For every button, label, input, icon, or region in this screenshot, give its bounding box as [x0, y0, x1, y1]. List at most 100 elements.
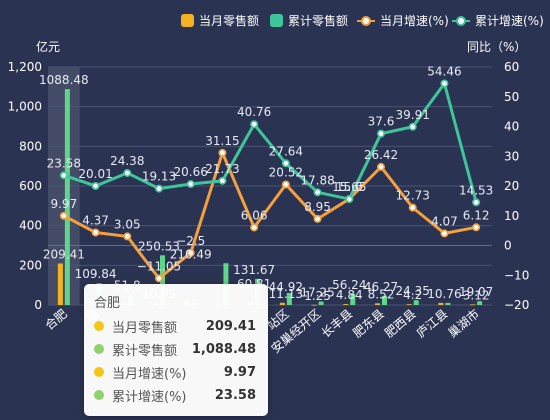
tooltip-dot — [94, 321, 104, 331]
bar-0-12 — [438, 302, 444, 305]
data-label-monthly-growth: 4.07 — [431, 214, 458, 228]
tooltip-title: 合肥 — [94, 296, 121, 311]
y-left-tick-label: 200 — [19, 258, 42, 272]
data-label-bar: 131.67 — [233, 263, 275, 277]
line-point-2-11 — [408, 203, 417, 212]
data-label-cumulative-growth: 17.88 — [300, 173, 334, 187]
tooltip-series-value: 1,088.48 — [191, 341, 256, 357]
data-label-bar: 4.2 — [403, 288, 422, 302]
data-label-bar: 1088.48 — [39, 73, 89, 87]
line-point-3-9 — [345, 195, 354, 204]
line-point-3-12 — [440, 79, 449, 88]
legend-line-monthly-growth — [357, 15, 375, 27]
line-point-2-10 — [376, 162, 385, 171]
data-label-cumulative-growth: 23.58 — [47, 156, 81, 170]
legend-item-cumulative-sales[interactable]: 累计零售额 — [270, 12, 348, 29]
legend-label-monthly-sales: 当月零售额 — [199, 14, 260, 28]
line-point-3-5 — [218, 176, 227, 185]
data-label-monthly-growth: 26.42 — [364, 148, 398, 162]
line-point-2-6 — [250, 223, 259, 232]
y-right-axis-label: 同比（%） — [467, 40, 527, 54]
bar-1-7 — [286, 292, 292, 305]
legend-item-monthly-sales[interactable]: 当月零售额 — [181, 12, 259, 29]
bar-1-9 — [350, 293, 356, 305]
line-point-3-11 — [408, 122, 417, 131]
bar-0-7 — [279, 302, 285, 305]
bar-0-11 — [406, 304, 412, 305]
x-tick-label: 庐江县 — [413, 306, 450, 341]
bar-1-12 — [445, 302, 451, 305]
data-label-bar: 3.12 — [463, 288, 490, 302]
tooltip-row: 累计增速(%) 23.58 — [94, 384, 256, 406]
legend-swatch-monthly-sales — [181, 14, 194, 27]
line-point-2-1 — [91, 228, 100, 237]
data-label-bar: 11.13 — [269, 287, 303, 301]
data-label-monthly-growth: 12.73 — [396, 189, 430, 203]
tooltip-series-value: 9.97 — [223, 364, 256, 380]
legend-item-monthly-growth[interactable]: 当月增速(%) — [357, 12, 449, 29]
data-label-bar: 10.76 — [427, 287, 461, 301]
y-right-tick-label: 0 — [504, 239, 512, 253]
data-label-bar: 24.35 — [396, 284, 430, 298]
data-label-monthly-growth: 4.37 — [82, 213, 109, 227]
tooltip-row: 累计零售额 1,088.48 — [94, 338, 256, 360]
data-label-bar: 4.84 — [336, 288, 363, 302]
y-right-tick-label: −20 — [504, 298, 529, 312]
data-label-cumulative-growth: 40.76 — [237, 105, 271, 119]
legend-label-cumulative-growth: 累计增速(%) — [475, 14, 544, 28]
legend-label-monthly-growth: 当月增速(%) — [380, 14, 449, 28]
y-left-tick-label: 800 — [19, 139, 42, 153]
tooltip-series-value: 209.41 — [205, 318, 256, 334]
bar-1-13 — [477, 301, 483, 305]
data-label-bar: 1.25 — [304, 289, 331, 303]
bar-0-10 — [375, 303, 380, 305]
bar-0-9 — [343, 304, 349, 305]
line-point-2-3 — [155, 274, 164, 283]
tooltip-series-value: 23.58 — [214, 387, 256, 403]
line-point-2-2 — [123, 232, 132, 241]
tooltip-dot — [94, 344, 104, 354]
data-label-bar: 210.49 — [170, 247, 212, 261]
line-point-3-1 — [91, 181, 100, 190]
data-label-monthly-growth: 20.52 — [269, 165, 303, 179]
data-label-cumulative-growth: 20.01 — [78, 167, 112, 181]
y-left-tick-label: 400 — [19, 219, 42, 233]
y-right-tick-label: 60 — [504, 60, 519, 74]
y-left-tick-label: 600 — [19, 179, 42, 193]
line-point-3-6 — [250, 120, 259, 129]
y-right-tick-label: 20 — [504, 179, 519, 193]
legend-item-cumulative-growth[interactable]: 累计增速(%) — [452, 12, 544, 29]
tooltip-series-name: 累计增速(%) — [112, 389, 187, 405]
data-label-cumulative-growth: 21.73 — [205, 162, 239, 176]
tooltip-series-name: 累计零售额 — [112, 343, 178, 359]
data-label-cumulative-growth: 15.6 — [336, 180, 363, 194]
data-label-monthly-growth: 6.12 — [463, 208, 490, 222]
legend-label-cumulative-sales: 累计零售额 — [288, 14, 349, 28]
data-label-monthly-growth: 15.65 — [332, 180, 366, 194]
y-left-tick-label: 1,000 — [8, 100, 42, 114]
x-tick-label: 肥西县 — [382, 307, 419, 341]
tooltip: 合肥 当月零售额 209.41 累计零售额 1,088.48 当月增速(%) 9… — [84, 284, 268, 416]
data-label-bar: 109.84 — [75, 267, 117, 281]
tooltip-dot — [94, 367, 104, 377]
line-point-3-4 — [186, 180, 195, 189]
data-label-monthly-growth: 8.95 — [304, 200, 331, 214]
data-label-cumulative-growth: 14.53 — [459, 183, 493, 197]
bar-1-0 — [64, 89, 70, 305]
data-label-monthly-growth: 31.15 — [205, 134, 239, 148]
data-label-monthly-growth: 6.06 — [241, 208, 268, 222]
line-point-2-4 — [186, 248, 195, 257]
data-label-cumulative-growth: 39.91 — [396, 108, 430, 122]
tooltip-dot — [94, 390, 104, 400]
line-point-2-7 — [281, 180, 290, 189]
bar-0-8 — [311, 304, 317, 306]
data-label-bar: 46.27 — [364, 280, 398, 294]
line-point-3-8 — [313, 188, 322, 197]
line-point-3-3 — [155, 184, 164, 193]
legend-swatch-cumulative-sales — [270, 14, 283, 27]
x-tick-label: 巢湖市 — [445, 306, 482, 341]
line-point-2-12 — [440, 229, 449, 238]
data-label-monthly-growth: −2.5 — [176, 234, 205, 248]
y-right-tick-label: 10 — [504, 209, 519, 223]
line-point-3-10 — [376, 129, 385, 138]
